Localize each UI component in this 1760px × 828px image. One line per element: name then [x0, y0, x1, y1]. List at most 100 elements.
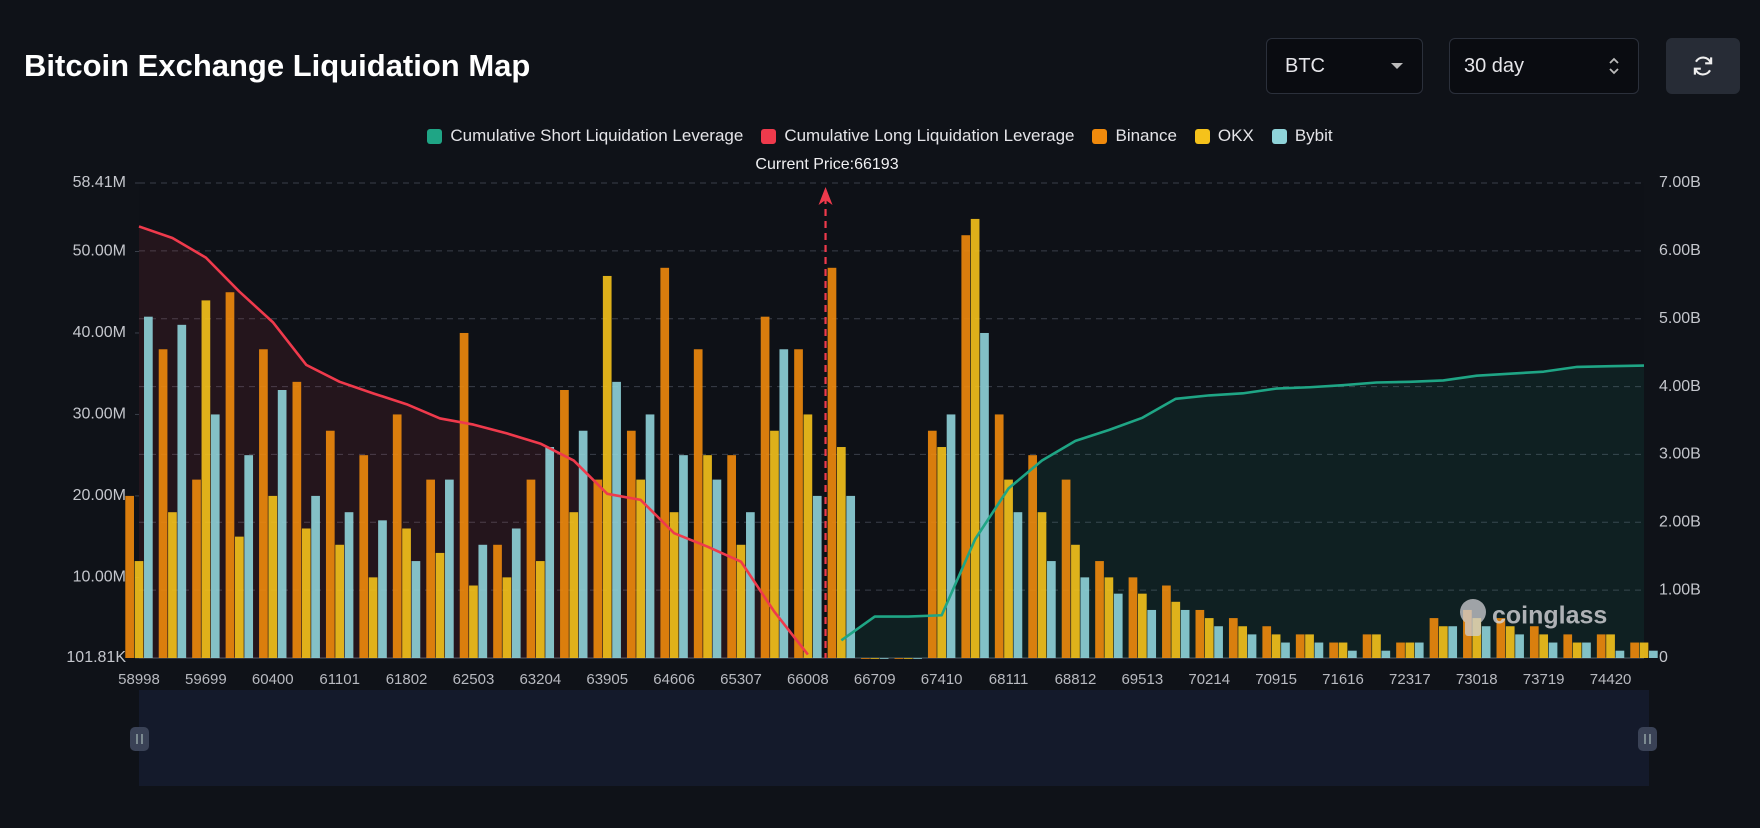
- bar: [1338, 642, 1348, 658]
- bar: [894, 658, 904, 659]
- bar: [1171, 601, 1181, 658]
- current-price-label: Current Price:66193: [755, 156, 898, 173]
- navigator[interactable]: [139, 690, 1649, 786]
- navigator-handle-left[interactable]: [130, 727, 149, 751]
- bar: [679, 455, 688, 658]
- bar: [277, 389, 287, 658]
- legend-label: Bybit: [1294, 126, 1333, 145]
- bar: [645, 414, 655, 658]
- bar: [669, 512, 679, 658]
- bar: [1348, 650, 1357, 658]
- x-tick-label: 60400: [252, 671, 294, 688]
- bar: [411, 561, 421, 658]
- bar: [1061, 479, 1071, 658]
- legend-item[interactable]: Bybit: [1271, 126, 1333, 146]
- y2-tick-label: 6.00B: [1659, 242, 1701, 259]
- bar: [335, 544, 345, 658]
- bar: [1314, 642, 1324, 658]
- x-tick-label: 62503: [453, 671, 495, 688]
- bar: [144, 316, 153, 658]
- bar: [1505, 626, 1515, 658]
- bar: [803, 414, 813, 658]
- y2-tick-label: 2.00B: [1659, 514, 1701, 531]
- bar: [1329, 642, 1338, 658]
- legend-swatch: [1092, 128, 1108, 144]
- bar: [1563, 634, 1573, 658]
- bar: [1295, 634, 1305, 658]
- bar: [693, 349, 703, 658]
- bar: [980, 332, 989, 658]
- y2-tick-label: 4.00B: [1659, 378, 1701, 395]
- x-tick-label: 66008: [787, 671, 829, 688]
- bar: [402, 528, 411, 658]
- handle-grip: [1644, 734, 1651, 744]
- period-select[interactable]: 30 day: [1449, 38, 1639, 94]
- bar: [861, 658, 870, 659]
- refresh-icon: [1693, 56, 1713, 76]
- bar: [1013, 512, 1023, 658]
- bar: [879, 658, 889, 659]
- bar: [158, 349, 168, 658]
- bar: [1606, 634, 1615, 658]
- bar: [903, 658, 913, 659]
- bar: [569, 512, 579, 658]
- cumulative-line: [138, 225, 809, 656]
- bar: [794, 349, 803, 658]
- bar: [836, 447, 846, 658]
- bar: [1195, 609, 1205, 658]
- bar: [1128, 577, 1138, 658]
- x-tick-label: 59699: [185, 671, 227, 688]
- page-title: Bitcoin Exchange Liquidation Map: [24, 48, 531, 83]
- x-tick-label: 69513: [1121, 671, 1163, 688]
- bar: [770, 430, 779, 658]
- legend-item[interactable]: Cumulative Long Liquidation Leverage: [761, 126, 1074, 146]
- bar: [526, 479, 536, 658]
- coin-select[interactable]: BTC: [1266, 38, 1423, 94]
- bar: [478, 544, 488, 658]
- current-price-arrow: [818, 187, 833, 205]
- bar: [1405, 642, 1415, 658]
- bar: [1396, 642, 1405, 658]
- bar: [545, 447, 555, 658]
- x-tick-label: 74420: [1590, 671, 1632, 688]
- bar: [511, 528, 521, 658]
- bar: [1448, 626, 1458, 658]
- bar: [1228, 618, 1238, 658]
- bar: [1372, 634, 1381, 658]
- refresh-button[interactable]: [1666, 38, 1740, 94]
- bar: [1596, 634, 1606, 658]
- legend-swatch: [761, 128, 777, 144]
- x-tick-label: 70214: [1188, 671, 1230, 688]
- x-tick-label: 73018: [1456, 671, 1498, 688]
- y2-tick-label: 3.00B: [1659, 446, 1701, 463]
- legend-item[interactable]: OKX: [1194, 126, 1254, 146]
- bar: [445, 479, 454, 658]
- bar: [201, 300, 211, 658]
- watermark: coinglass: [1492, 602, 1607, 630]
- legend-item[interactable]: Cumulative Short Liquidation Leverage: [427, 126, 743, 146]
- x-tick-label: 67410: [921, 671, 963, 688]
- bar: [1238, 626, 1248, 658]
- bar: [1572, 642, 1582, 658]
- x-tick-label: 70915: [1255, 671, 1297, 688]
- bar: [994, 414, 1004, 658]
- bar: [134, 561, 144, 658]
- bar: [1080, 577, 1090, 658]
- navigator-handle-right[interactable]: [1638, 727, 1657, 751]
- bar: [660, 267, 670, 658]
- legend-item[interactable]: Binance: [1092, 126, 1177, 146]
- bar: [301, 528, 311, 658]
- y-tick-label: 30.00M: [73, 406, 126, 423]
- bar: [177, 324, 187, 658]
- bar: [359, 455, 369, 658]
- handle-grip: [136, 734, 143, 744]
- bar: [292, 381, 302, 658]
- bar: [1481, 626, 1491, 658]
- bar: [426, 479, 435, 658]
- bar: [1271, 634, 1281, 658]
- bar: [259, 349, 268, 658]
- bar: [779, 349, 789, 658]
- x-tick-label: 68812: [1055, 671, 1097, 688]
- bar: [1113, 593, 1123, 658]
- bar: [1204, 618, 1214, 658]
